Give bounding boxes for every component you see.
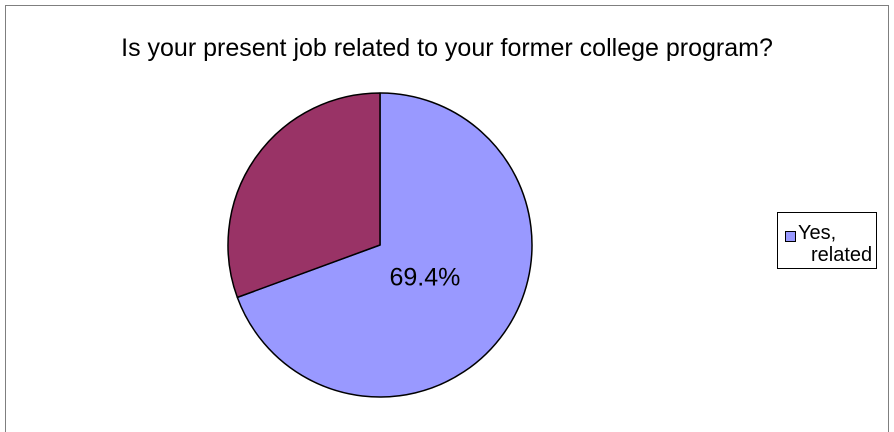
legend-swatch-yes-related [785,231,796,242]
legend-label-line-1: Yes, [798,222,837,244]
pie-slice-1 [227,92,381,299]
pie-slice-0 [236,92,533,398]
legend: Yes, related [777,212,877,269]
chart-title: Is your present job related to your form… [121,34,773,62]
legend-label-yes-related: Yes, related [798,222,874,266]
legend-label-line-2: related [811,244,873,266]
data-label-0: 69.4% [389,263,460,291]
